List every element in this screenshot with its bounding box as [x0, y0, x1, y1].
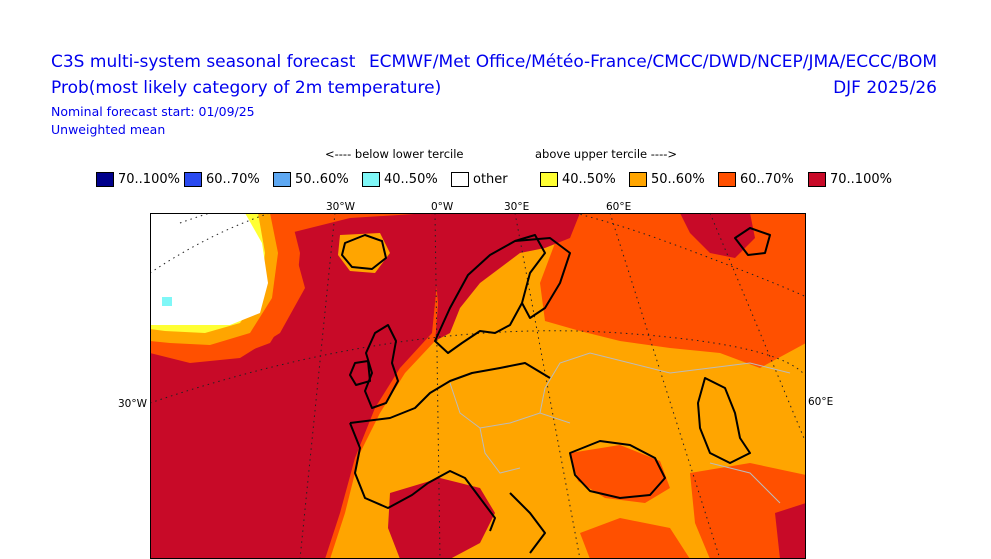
legend-item-label: 70..100% [830, 172, 892, 187]
coast-balkans [509, 492, 546, 554]
legend-item-above-50-60: 50..60% [629, 172, 705, 187]
legend-item-label: 40..50% [384, 172, 438, 187]
coast-italy [427, 470, 496, 532]
borders [449, 352, 791, 504]
border-line [539, 352, 671, 414]
lat-label-left: 30°W [118, 398, 147, 410]
coast-black-sea [569, 440, 666, 499]
lon-label-60e: 60°E [606, 201, 632, 213]
region-above-70-100 [775, 503, 806, 559]
region-below-40-50 [162, 297, 172, 306]
legend-item-above-60-70: 60..70% [718, 172, 794, 187]
coast-novaya-zemlya [734, 227, 771, 256]
legend-item-above-40-50: 40..50% [540, 172, 616, 187]
legend-item-below-50-60: 50..60% [273, 172, 349, 187]
legend-item-label: 40..50% [562, 172, 616, 187]
graticule-line [150, 330, 806, 404]
legend-item-label: 70..100% [118, 172, 180, 187]
legend-swatch [184, 172, 202, 187]
legend-item-label: 50..60% [651, 172, 705, 187]
region-other [150, 213, 268, 325]
legend-swatch [718, 172, 736, 187]
graticule-line [609, 213, 721, 559]
legend-swatch [629, 172, 647, 187]
border-line [669, 362, 791, 374]
coast-iceland [341, 234, 387, 270]
coast-scandinavia [434, 234, 546, 354]
legend-swatch [96, 172, 114, 187]
coast-iberia [349, 422, 429, 509]
graticule-line [514, 213, 581, 559]
legend-swatch [540, 172, 558, 187]
region-above-70-100 [680, 213, 755, 258]
legend-item-below-40-50: 40..50% [362, 172, 438, 187]
region-above-70-100 [430, 213, 580, 341]
legend-swatch [362, 172, 380, 187]
lon-label-30w: 30°W [326, 201, 355, 213]
coast-finland [514, 237, 571, 319]
coast-north-europe [349, 362, 551, 424]
coast-ireland [349, 360, 371, 386]
title-system: C3S multi-system seasonal forecast [51, 52, 356, 72]
legend-item-label: 50..60% [295, 172, 349, 187]
border-line [709, 462, 781, 504]
legend-item-label: 60..70% [206, 172, 260, 187]
legend-below-label: <---- below lower tercile [325, 147, 464, 161]
legend-item-below-70-100: 70..100% [96, 172, 180, 187]
forecast-map [150, 213, 806, 559]
season-label: DJF 2025/26 [833, 78, 937, 98]
legend-swatch [451, 172, 469, 187]
graticule [150, 213, 806, 559]
legend-swatch [273, 172, 291, 187]
forecast-start: Nominal forecast start: 01/09/25 [51, 104, 255, 119]
legend-item-label: 60..70% [740, 172, 794, 187]
region-above-60-70 [570, 445, 670, 503]
coastlines [341, 227, 771, 554]
border-line [449, 382, 571, 429]
legend-item-below-60-70: 60..70% [184, 172, 260, 187]
legend-above-label: above upper tercile ----> [535, 147, 678, 161]
lat-label-right: 60°E [808, 396, 834, 408]
region-above-70-100 [150, 213, 438, 559]
weighting-note: Unweighted mean [51, 122, 166, 137]
region-above-50-60 [338, 233, 390, 273]
legend-item-other: other [451, 172, 508, 187]
region-above-60-70 [690, 463, 806, 559]
lon-label-0w: 0°W [431, 201, 454, 213]
legend-item-above-70-100: 70..100% [808, 172, 892, 187]
legend-swatch [808, 172, 826, 187]
coast-caspian [697, 377, 751, 464]
contributing-centres: ECMWF/Met Office/Météo-France/CMCC/DWD/N… [368, 52, 937, 72]
border-line [479, 427, 521, 474]
region-above-70-100 [388, 478, 495, 559]
region-above-60-70 [580, 518, 690, 559]
legend-item-label: other [473, 172, 508, 187]
title-variable: Prob(most likely category of 2m temperat… [51, 78, 442, 98]
lon-label-30e: 30°E [504, 201, 530, 213]
coast-britain [364, 324, 399, 409]
